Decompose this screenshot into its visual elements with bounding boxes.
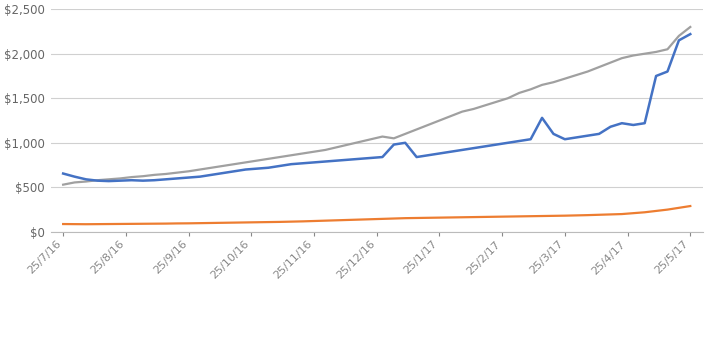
- Equilibrium Price: [469, 107, 478, 111]
- Bitcoin Market Price: [59, 172, 67, 176]
- Shut Down Price: [70, 222, 78, 226]
- Shut Down Price: [59, 222, 67, 226]
- Bitcoin Market Price: [481, 144, 489, 148]
- Bitcoin Market Price: [686, 32, 694, 36]
- Line: Equilibrium Price: Equilibrium Price: [63, 27, 690, 185]
- Shut Down Price: [458, 215, 467, 219]
- Equilibrium Price: [538, 83, 547, 87]
- Bitcoin Market Price: [70, 175, 78, 179]
- Shut Down Price: [298, 219, 307, 223]
- Shut Down Price: [82, 222, 90, 226]
- Equilibrium Price: [287, 153, 296, 157]
- Equilibrium Price: [59, 183, 67, 187]
- Bitcoin Market Price: [423, 153, 432, 157]
- Line: Shut Down Price: Shut Down Price: [63, 206, 690, 224]
- Bitcoin Market Price: [298, 161, 307, 165]
- Shut Down Price: [423, 216, 432, 220]
- Equilibrium Price: [686, 25, 694, 29]
- Equilibrium Price: [412, 128, 421, 132]
- Line: Bitcoin Market Price: Bitcoin Market Price: [63, 34, 690, 181]
- Bitcoin Market Price: [458, 148, 467, 152]
- Bitcoin Market Price: [105, 179, 113, 183]
- Shut Down Price: [549, 214, 558, 218]
- Equilibrium Price: [447, 114, 455, 118]
- Bitcoin Market Price: [549, 132, 558, 136]
- Equilibrium Price: [70, 180, 78, 184]
- Shut Down Price: [686, 204, 694, 208]
- Shut Down Price: [481, 215, 489, 219]
